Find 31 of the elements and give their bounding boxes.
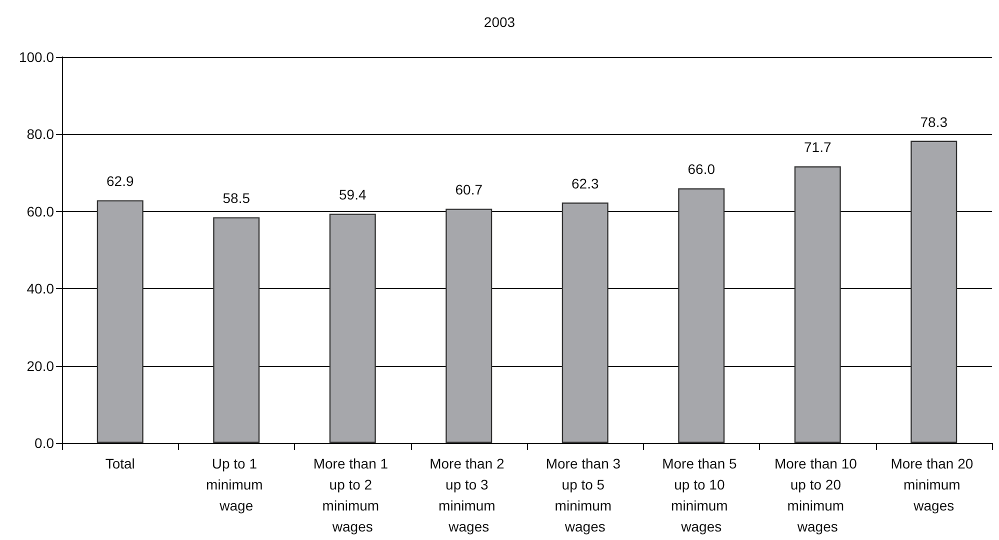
data-label: 62.9 [106, 173, 134, 190]
data-label: 78.3 [920, 114, 948, 130]
data-label: 60.7 [455, 182, 483, 198]
bar [562, 202, 608, 443]
chart-title: 2003 [484, 14, 516, 30]
bar [794, 166, 841, 443]
bar [910, 140, 958, 443]
x-tick-label: More than 2 up to 3 minimum wages [430, 456, 508, 534]
x-tick-label: More than 3 up to 5 minimum wages [546, 456, 624, 534]
y-tick-label: 60.0 [26, 203, 54, 220]
x-tick-label: More than 5 up to 10 minimum wages [662, 456, 741, 534]
y-tick-label: 20.0 [26, 358, 54, 374]
x-tick-label: More than 10 up to 20 minimum wages [774, 456, 861, 534]
bar [678, 188, 725, 443]
data-label: 58.5 [222, 190, 250, 206]
x-tick-label: Total [105, 456, 135, 472]
bar [446, 208, 492, 443]
y-tick-label: 40.0 [26, 280, 54, 297]
y-tick-label: 80.0 [26, 126, 54, 142]
y-tick-label: 100.0 [18, 49, 54, 65]
bar [213, 217, 260, 443]
bar [96, 200, 144, 443]
data-label: 59.4 [339, 186, 366, 203]
x-tick-label: More than 20 minimum wages [890, 456, 978, 514]
bar [329, 214, 376, 443]
data-label: 66.0 [688, 161, 716, 178]
x-tick-label: Up to 1 minimum wage [206, 456, 267, 514]
x-tick-label: More than 1 up to 2 minimum wages [313, 456, 392, 534]
y-tick-label: 0.0 [34, 435, 54, 451]
data-label: 62.3 [572, 176, 599, 192]
data-label: 71.7 [804, 139, 832, 156]
